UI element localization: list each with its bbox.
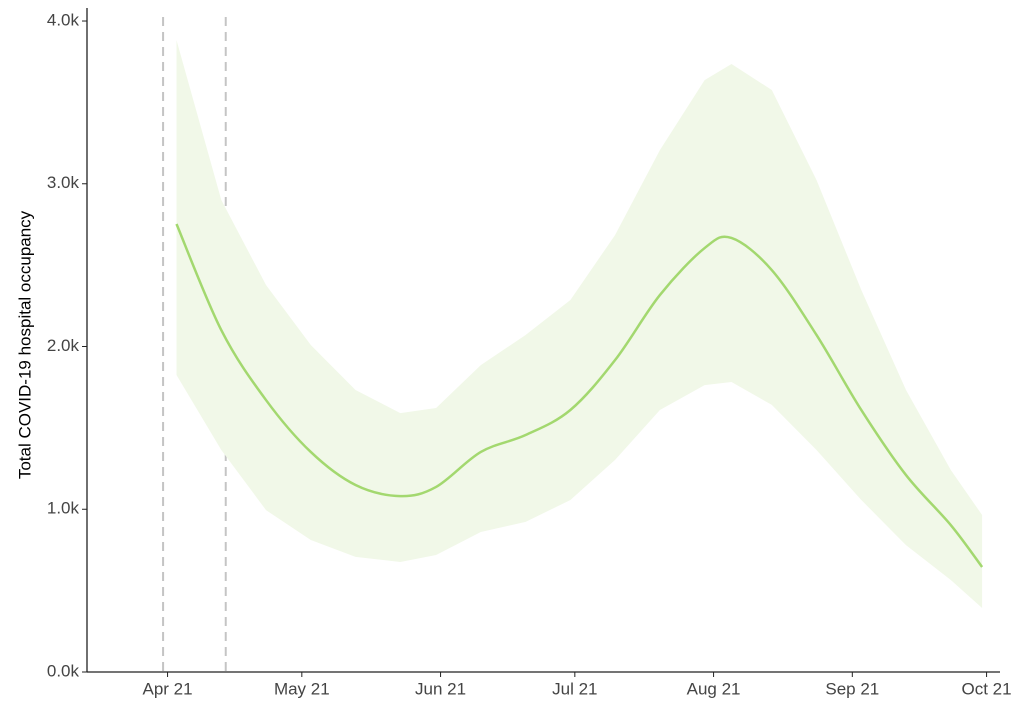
y-tick-label: 2.0k <box>47 336 80 355</box>
y-tick-label: 4.0k <box>47 11 80 30</box>
x-tick-label: Jun 21 <box>415 679 466 698</box>
y-tick-label: 3.0k <box>47 173 80 192</box>
x-tick-label: Apr 21 <box>143 679 193 698</box>
x-tick-label: Aug 21 <box>687 679 741 698</box>
x-tick-label: Oct 21 <box>962 679 1012 698</box>
y-tick-label: 0.0k <box>47 661 80 680</box>
line <box>175 223 984 568</box>
x-tick-label: May 21 <box>274 679 330 698</box>
y-axis-title: Total COVID-19 hospital occupancy <box>15 210 34 479</box>
y-tick-label: 1.0k <box>47 499 80 518</box>
x-tick-label: Sep 21 <box>825 679 879 698</box>
x-tick-label: Jul 21 <box>552 679 597 698</box>
confidence-band <box>176 40 983 609</box>
